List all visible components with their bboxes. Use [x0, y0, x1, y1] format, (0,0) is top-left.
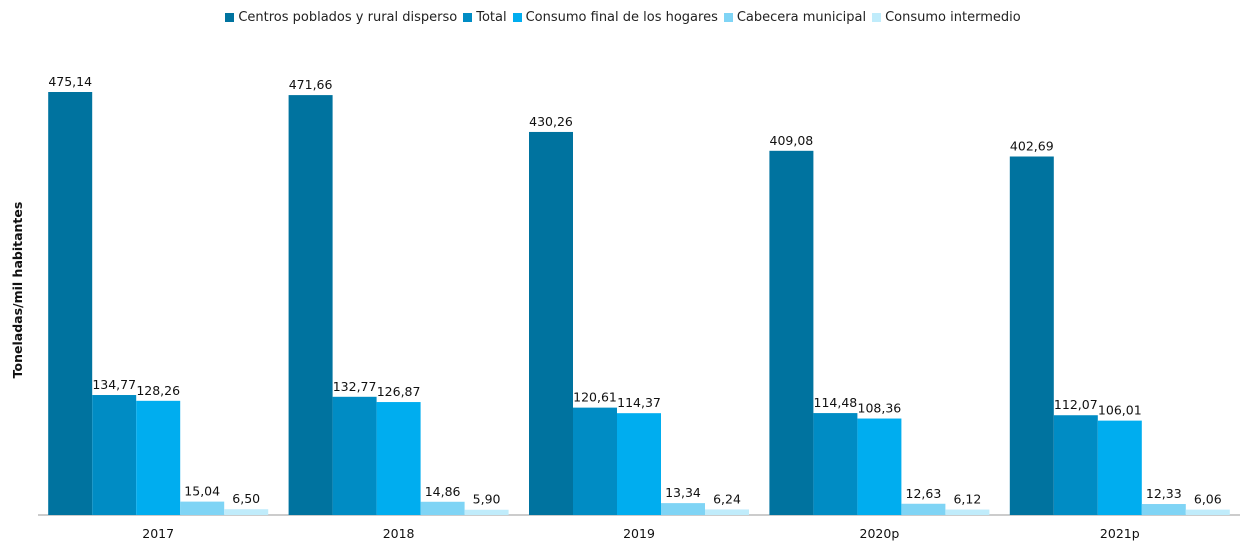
data-label: 134,77: [92, 377, 136, 392]
bar: [573, 407, 617, 515]
bar: [661, 503, 705, 515]
bar: [901, 503, 946, 515]
legend-swatch: [463, 13, 473, 22]
data-label: 6,12: [953, 492, 981, 507]
bar: [617, 413, 661, 515]
bar: [136, 400, 181, 515]
legend-item: Consumo intermedio: [872, 10, 1021, 25]
data-label: 6,24: [713, 491, 741, 506]
data-label: 5,90: [473, 492, 501, 507]
data-label: 114,37: [617, 395, 661, 410]
bar: [376, 402, 421, 515]
data-label: 128,26: [136, 383, 180, 398]
x-tick-label: 2021p: [1100, 526, 1140, 541]
bar: [813, 413, 858, 515]
bar: [1009, 156, 1054, 515]
legend-label: Consumo final de los hogares: [525, 10, 718, 25]
bar: [1185, 509, 1230, 515]
data-label: 12,33: [1146, 486, 1182, 501]
data-label: 6,50: [232, 491, 260, 506]
data-label: 14,86: [425, 484, 461, 499]
x-tick-label: 2019: [623, 526, 655, 541]
bar: [1097, 420, 1142, 515]
data-label: 132,77: [333, 379, 377, 394]
legend-swatch: [723, 13, 733, 22]
legend-label: Cabecera municipal: [736, 10, 867, 25]
bar: [945, 509, 990, 515]
bar: [529, 131, 573, 515]
bar: [224, 509, 269, 515]
bar: [180, 501, 225, 515]
bar: [288, 95, 333, 516]
legend-swatch: [512, 13, 522, 22]
y-axis-label: Toneladas/mil habitantes: [10, 202, 25, 379]
legend-swatch: [225, 13, 235, 22]
data-label: 12,63: [906, 486, 942, 501]
legend-item: Total: [463, 10, 507, 25]
bar: [92, 395, 137, 515]
data-label: 114,48: [814, 395, 858, 410]
bar: [464, 509, 509, 515]
data-label: 430,26: [529, 114, 573, 129]
legend-item: Consumo final de los hogares: [512, 10, 718, 25]
data-label: 108,36: [858, 401, 902, 416]
data-label: 15,04: [184, 484, 220, 499]
legend-label: Consumo intermedio: [885, 10, 1021, 25]
legend-label: Centros poblados y rural disperso: [238, 10, 458, 25]
data-label: 402,69: [1010, 138, 1054, 153]
data-label: 6,06: [1194, 492, 1222, 507]
x-tick-label: 2020p: [860, 526, 900, 541]
legend-swatch: [872, 13, 882, 22]
bar: [769, 150, 814, 515]
bar: [857, 418, 902, 515]
legend-item: Cabecera municipal: [723, 10, 867, 25]
bar: [420, 501, 465, 515]
x-tick-label: 2018: [383, 526, 415, 541]
data-label: 13,34: [665, 485, 701, 500]
data-label: 471,66: [289, 77, 333, 92]
data-label: 475,14: [48, 74, 92, 89]
bar: [1053, 415, 1098, 515]
data-label: 120,61: [573, 390, 617, 405]
data-label: 106,01: [1098, 403, 1142, 418]
data-label: 409,08: [770, 133, 814, 148]
legend: Centros poblados y rural disperso Total Co…: [0, 10, 1246, 25]
data-label: 112,07: [1054, 397, 1098, 412]
legend-item: Centros poblados y rural disperso: [225, 10, 457, 25]
bar: [705, 509, 749, 515]
legend-label: Total: [476, 10, 507, 25]
bar: [48, 92, 93, 515]
bar: [332, 396, 377, 515]
data-label: 126,87: [377, 384, 421, 399]
x-tick-label: 2017: [142, 526, 174, 541]
bar: [1141, 504, 1186, 515]
